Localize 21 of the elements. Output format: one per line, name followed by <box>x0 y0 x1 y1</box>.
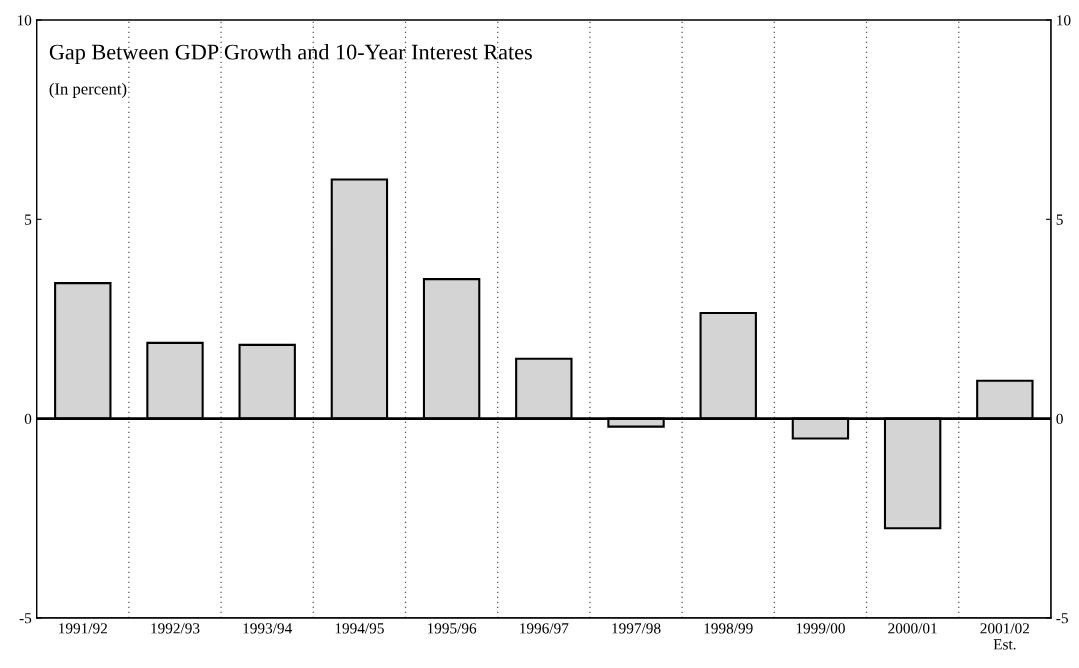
text: Gap Between GDP Growth and 10-Year Interest Rates <box>49 43 532 65</box>
x-tick-label: 1997/98 <box>612 623 661 634</box>
y2-tick-label: -5 <box>1056 613 1068 624</box>
text: (In percent) <box>49 82 127 98</box>
y-tick-label: 5 <box>25 214 32 225</box>
y-tick-label: 0 <box>24 413 32 425</box>
x-tick-label: 1993/94 <box>243 623 292 634</box>
x-tick-label: 2001/02 Est. <box>980 623 1030 650</box>
x-tick-label: 1998/99 <box>704 623 753 634</box>
x-tick-label: 1996/97 <box>520 623 569 634</box>
x-tick-label: 1991/92 <box>59 623 107 634</box>
x-tick-label: 1995/96 <box>427 623 477 634</box>
x-tick-label: 2000/01 <box>888 623 937 634</box>
y2-tick-label: 10 <box>1057 15 1071 26</box>
y-tick-label: 10 <box>17 15 32 26</box>
y-tick-label: -5 <box>19 613 32 624</box>
x-tick-label: 1999/00 <box>796 623 845 634</box>
x-tick-label: 1992/93 <box>151 623 200 634</box>
y2-tick-label: 0 <box>1056 413 1063 425</box>
x-tick-label: 1994/95 <box>335 623 384 634</box>
y2-tick-label: 5 <box>1056 214 1063 225</box>
